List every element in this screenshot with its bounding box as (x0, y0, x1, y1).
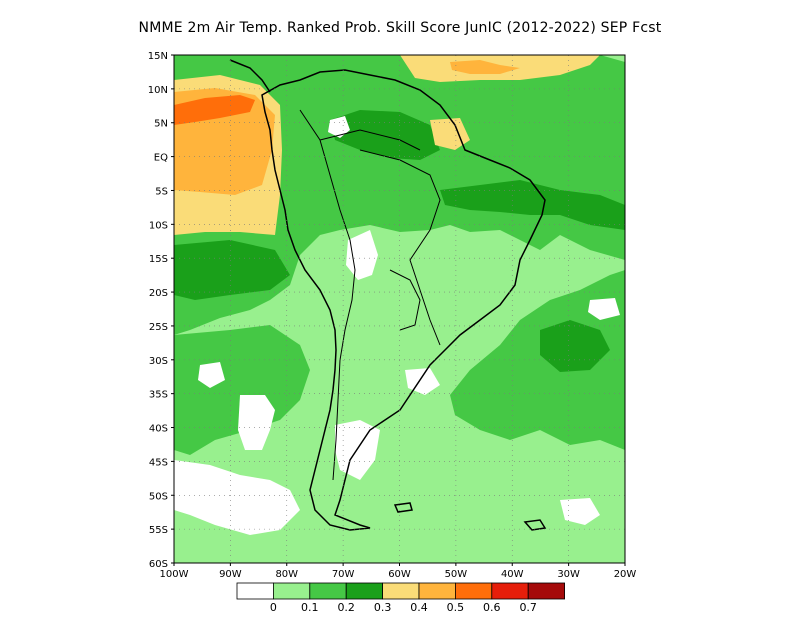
lat-tick-label: 35S (149, 390, 168, 401)
skill-region-white-atlantic (560, 498, 600, 525)
northern-border (319, 129, 421, 151)
lat-tick-label: 5N (154, 119, 168, 130)
lon-tick-label: 80W (275, 569, 298, 580)
lat-tick-label: 10S (149, 220, 168, 231)
lat-tick-label: 40S (149, 424, 168, 435)
skill-region-dark-w (174, 240, 290, 300)
skill-region-dark-n (330, 110, 440, 160)
legend-swatch (491, 582, 529, 600)
lon-tick-label: 90W (219, 569, 242, 580)
legend-label: 0.2 (337, 601, 355, 614)
skill-region-white-bolivia (346, 230, 378, 280)
skill-region-white-amazon (328, 116, 350, 138)
skill-region-dark-ne (440, 180, 625, 230)
legend-swatch (418, 582, 456, 600)
legend-swatch (272, 582, 311, 600)
lat-tick-label: 45S (149, 457, 168, 468)
legend-colorbar: 0 0.1 0.2 0.3 0.4 0.5 0.6 0.7 (236, 582, 566, 614)
lat-tick-label: 10N (148, 85, 168, 96)
lat-tick-label: 30S (149, 356, 168, 367)
lon-tick-label: 40W (501, 569, 524, 580)
brazil-border (359, 149, 441, 346)
falklands (393, 502, 413, 513)
legend-label: 0.5 (447, 601, 465, 614)
legend-swatch (345, 582, 384, 600)
legend-label: 0.3 (374, 601, 392, 614)
lat-tick-label: 20S (149, 288, 168, 299)
legend-label: 0 (270, 601, 277, 614)
central-america (229, 59, 271, 93)
page-title: NMME 2m Air Temp. Ranked Prob. Skill Sco… (138, 20, 662, 36)
skill-field (174, 55, 625, 563)
skill-region-yellow-guianas (430, 118, 470, 150)
legend-swatch (454, 582, 493, 600)
legend-label: 0.7 (519, 601, 537, 614)
lat-tick-label: EQ (154, 153, 168, 164)
legend-swatch (382, 582, 420, 600)
legend-label: 0.6 (483, 601, 501, 614)
legend-label: 0.4 (410, 601, 428, 614)
legend-swatch (236, 582, 274, 600)
latitude-axis: 15N 10N 5N EQ 5S 10S 15S 20S 25S 30S 35S 40S 45S 50S 5… (148, 51, 174, 570)
longitude-axis: 100W 90W 80W 70W 60W 50W 40W 30W 20W (160, 563, 637, 580)
lat-tick-label: 55S (149, 525, 168, 536)
paraguay-border (389, 269, 421, 331)
legend-label: 0.1 (301, 601, 319, 614)
skill-region-white-chile (238, 395, 275, 450)
andes-border (299, 109, 356, 481)
legend-swatch (309, 582, 347, 600)
skill-region-deep-orange (174, 95, 255, 125)
lat-tick-label: 15N (148, 51, 168, 62)
south-america-coastline (261, 69, 546, 531)
skill-region-orange-caribbean (450, 60, 520, 74)
lon-tick-label: 30W (557, 569, 580, 580)
skill-region-white-ocean (588, 298, 620, 320)
lat-tick-label: 25S (149, 322, 168, 333)
lat-tick-label: 60S (149, 559, 168, 570)
lon-tick-label: 60W (388, 569, 411, 580)
lon-tick-label: 20W (614, 569, 637, 580)
lat-tick-label: 50S (149, 491, 168, 502)
south-georgia (523, 519, 547, 531)
lon-tick-label: 70W (332, 569, 355, 580)
coastlines (229, 59, 547, 531)
skill-region-medium-east (450, 270, 625, 450)
skill-region-dark-e (540, 320, 610, 372)
skill-region-white-south (174, 460, 300, 535)
lat-tick-label: 15S (149, 254, 168, 265)
legend-swatch (527, 582, 566, 600)
skill-region-white-pacific (198, 362, 225, 388)
lon-tick-label: 50W (445, 569, 468, 580)
lon-tick-label: 100W (160, 569, 189, 580)
grid-lines (174, 55, 625, 563)
skill-region-medium-west (174, 325, 310, 455)
lat-tick-label: 5S (155, 186, 168, 197)
